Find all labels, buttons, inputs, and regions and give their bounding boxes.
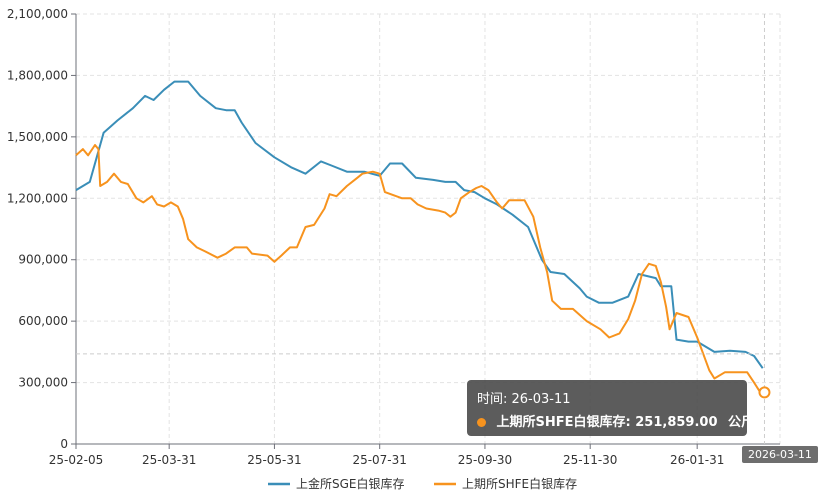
legend[interactable]: 上金所SGE白银库存 上期所SHFE白银库存	[268, 476, 577, 491]
y-tick-label: 900,000	[18, 253, 68, 267]
series-line-1	[75, 80, 764, 369]
axis-pointer-x-label: 2026-03-11	[742, 446, 818, 463]
y-tick-label: 0	[60, 437, 68, 451]
series-marker-icon	[477, 418, 486, 427]
x-tick-label: 25-03-31	[142, 453, 196, 467]
y-tick-label: 600,000	[18, 314, 68, 328]
x-tick-label: 25-11-30	[563, 453, 617, 467]
axis-pointer	[76, 14, 780, 444]
y-tick-label: 2,100,000	[7, 7, 68, 21]
x-tick-label: 25-07-31	[352, 453, 406, 467]
legend-label-1: 上金所SGE白银库存	[296, 476, 405, 491]
x-tick-label: 26-01-31	[670, 453, 724, 467]
highlighted-data-point	[758, 386, 771, 399]
tooltip-row: 上期所SHFE白银库存: 251,859.00 公斤	[477, 411, 754, 430]
axes: 0 300,000 600,000 900,000 1,200,000 1,500,000…	[7, 7, 780, 467]
y-tick-label: 1,200,000	[7, 191, 68, 205]
tooltip-series-value: 上期所SHFE白银库存: 251,859.00	[496, 415, 718, 430]
tooltip-unit: 公斤	[728, 415, 755, 430]
y-tick-label: 1,800,000	[7, 68, 68, 82]
tooltip-time: 时间: 26-03-11	[477, 392, 571, 407]
x-tick-label: 25-02-05	[49, 453, 103, 467]
grid-lines	[76, 13, 781, 444]
data-tooltip: 时间: 26-03-11 上期所SHFE白银库存: 251,859.00 公斤	[467, 380, 754, 436]
series-line-2	[75, 144, 765, 394]
x-tick-label: 25-09-30	[458, 453, 512, 467]
series-lines	[75, 80, 765, 394]
x-tick-label: 25-05-31	[247, 453, 301, 467]
y-tick-label: 300,000	[18, 376, 68, 390]
y-tick-label: 1,500,000	[7, 130, 68, 144]
legend-label-2: 上期所SHFE白银库存	[462, 476, 577, 491]
